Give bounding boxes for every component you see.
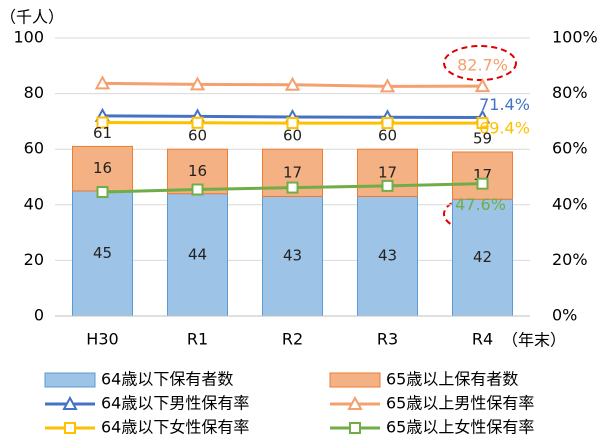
legend-swatch: [329, 372, 381, 388]
y2-tick-label: 20%: [552, 250, 588, 269]
legend-marker: [347, 395, 363, 410]
x-tick-label: R3: [377, 330, 398, 349]
y-tick-label: 100: [13, 28, 44, 47]
y2-tick-label: 80%: [552, 83, 588, 102]
x-tick-label: R2: [282, 330, 303, 349]
bar: [262, 195, 323, 317]
data-label: 82.7%: [457, 56, 508, 75]
bar-label: 42: [473, 248, 492, 266]
legend-label: 65歳以上保有者数: [386, 370, 518, 389]
legend-marker: [64, 422, 76, 434]
legend-label: 65歳以上男性保有率: [386, 394, 534, 413]
line-marker: [381, 179, 394, 192]
line-marker: [286, 117, 299, 130]
legend-swatch: [44, 372, 96, 388]
line-marker: [96, 186, 109, 199]
legend-marker: [62, 395, 78, 410]
y-axis-label: （千人）: [0, 8, 64, 27]
bar-label: 16: [93, 159, 112, 177]
bar-label: 43: [283, 247, 302, 265]
y-tick-label: 40: [24, 194, 44, 213]
total-label: 61: [93, 124, 112, 142]
total-label: 60: [378, 127, 397, 145]
legend-label: 64歳以下保有者数: [101, 370, 233, 389]
x-tick-label: H30: [86, 330, 118, 349]
line-marker: [476, 177, 489, 190]
bar: [452, 151, 513, 200]
y-tick-label: 20: [24, 250, 44, 269]
bar-label: 17: [378, 163, 397, 181]
bar-label: 43: [378, 247, 397, 265]
y2-tick-label: 40%: [552, 194, 588, 213]
line-marker: [476, 117, 489, 130]
y2-tick-label: 0%: [552, 306, 577, 325]
y-tick-label: 80: [24, 83, 44, 102]
bar-label: 44: [188, 245, 207, 263]
data-label: 47.6%: [455, 195, 506, 214]
bar: [167, 193, 228, 317]
x-tick-label: R4: [472, 330, 493, 349]
line-marker: [379, 78, 396, 93]
bar-label: 17: [283, 163, 302, 181]
y-tick-label: 60: [24, 139, 44, 158]
line-marker: [381, 117, 394, 130]
line-marker: [286, 181, 299, 194]
line-marker: [96, 116, 109, 129]
total-label: 59: [473, 129, 492, 147]
bar-label: 16: [188, 162, 207, 180]
x-axis-label: （年末）: [502, 331, 566, 350]
line-marker: [474, 78, 491, 93]
line-marker: [189, 76, 206, 91]
bar: [72, 145, 133, 192]
data-label: 71.4%: [479, 95, 530, 114]
y2-tick-label: 60%: [552, 139, 588, 158]
line-marker: [284, 76, 301, 91]
total-label: 60: [283, 127, 302, 145]
bar-label: 45: [93, 244, 112, 262]
line-marker: [191, 116, 204, 129]
y2-tick-label: 100%: [552, 28, 597, 47]
legend-label: 65歳以上女性保有率: [386, 418, 534, 437]
y-tick-label: 0: [34, 306, 44, 325]
bar: [452, 198, 513, 317]
line-marker: [94, 75, 111, 90]
total-label: 60: [188, 127, 207, 145]
legend-label: 64歳以下女性保有率: [101, 418, 249, 437]
legend-label: 64歳以下男性保有率: [101, 394, 249, 413]
bar: [357, 195, 418, 317]
highlight: [443, 45, 517, 81]
data-label: 69.4%: [479, 119, 530, 138]
legend-marker: [349, 422, 361, 434]
x-tick-label: R1: [187, 330, 208, 349]
line-marker: [191, 183, 204, 196]
